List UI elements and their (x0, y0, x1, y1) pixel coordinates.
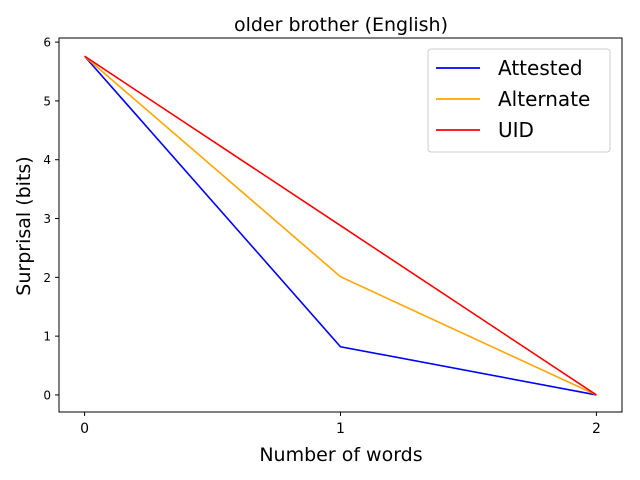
series-line-alternate (84, 55, 597, 396)
x-tick-label: 2 (592, 421, 601, 437)
legend-label-alternate: Alternate (498, 87, 590, 111)
series-layer (83, 55, 597, 396)
x-axis-ticks: 0 1 2 (80, 412, 601, 437)
y-tick-label: 6 (43, 36, 51, 50)
x-tick-label: 1 (336, 421, 345, 437)
y-tick-label: 2 (43, 271, 51, 285)
y-axis-label: Surprisal (bits) (13, 156, 35, 295)
series-line-attested (83, 55, 597, 396)
y-tick-label: 5 (43, 94, 51, 108)
y-tick-label: 4 (43, 153, 51, 167)
x-tick-label: 0 (80, 421, 89, 437)
y-tick-label: 0 (43, 388, 51, 402)
legend-label-uid: UID (498, 118, 534, 142)
legend: Attested Alternate UID (427, 48, 611, 153)
y-tick-label: 1 (43, 330, 51, 344)
x-axis-label: Number of words (259, 444, 422, 466)
series-line-uid (84, 55, 597, 396)
chart-title: older brother (English) (234, 14, 448, 36)
legend-label-attested: Attested (498, 56, 583, 80)
y-tick-label: 3 (43, 212, 51, 226)
legend-box (427, 48, 611, 153)
y-axis-ticks: 0 1 2 3 4 5 6 (43, 36, 59, 402)
